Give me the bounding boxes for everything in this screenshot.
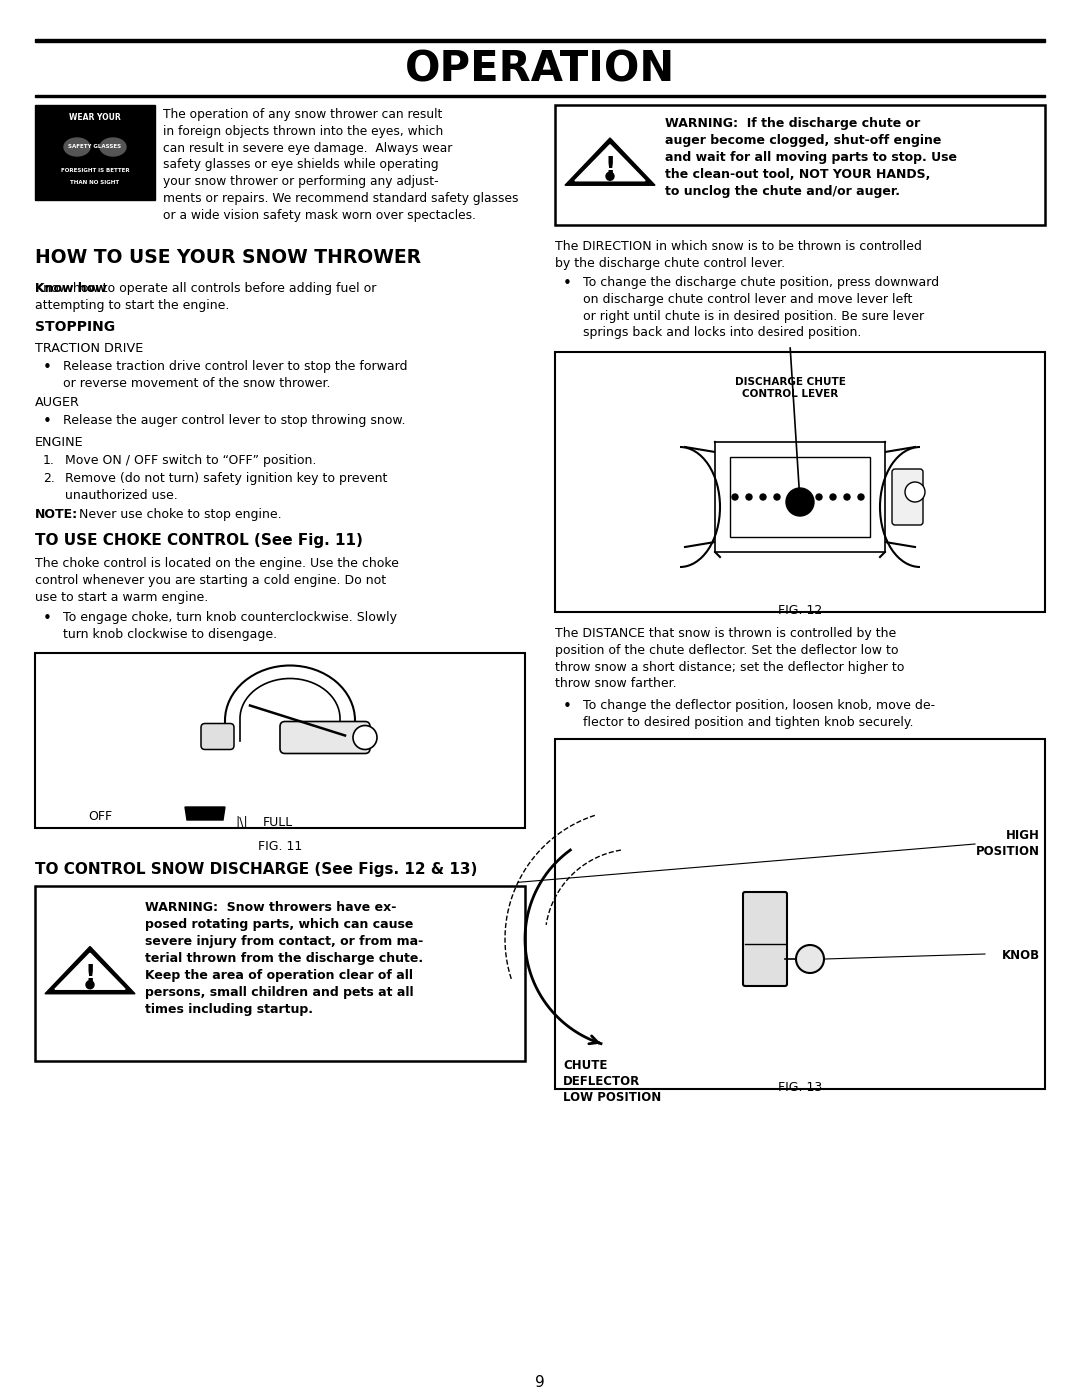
Text: Release traction drive control lever to stop the forward
or reverse movement of : Release traction drive control lever to …: [63, 360, 407, 390]
Bar: [555, 105, 1045, 225]
Circle shape: [760, 495, 766, 500]
FancyBboxPatch shape: [280, 721, 370, 753]
Text: NOTE:: NOTE:: [35, 509, 78, 521]
Text: AUGER: AUGER: [35, 395, 80, 409]
Text: FULL: FULL: [264, 816, 294, 828]
Ellipse shape: [64, 138, 90, 156]
Text: STOPPING: STOPPING: [35, 320, 116, 334]
Bar: [555, 739, 1045, 1090]
Circle shape: [353, 725, 377, 750]
Polygon shape: [45, 947, 135, 993]
Bar: [35, 95, 1045, 96]
Text: The DIRECTION in which snow is to be thrown is controlled
by the discharge chute: The DIRECTION in which snow is to be thr…: [555, 240, 922, 270]
Circle shape: [831, 495, 836, 500]
Text: DISCHARGE CHUTE
CONTROL LEVER: DISCHARGE CHUTE CONTROL LEVER: [734, 377, 846, 400]
Text: Know how to operate all controls before adding fuel or
attempting to start the e: Know how to operate all controls before …: [35, 282, 376, 312]
Text: •: •: [43, 414, 52, 429]
Bar: [35, 886, 525, 1060]
Text: Move ON / OFF switch to “OFF” position.: Move ON / OFF switch to “OFF” position.: [65, 454, 316, 467]
Text: FIG. 12: FIG. 12: [778, 604, 822, 617]
Text: TO CONTROL SNOW DISCHARGE (See Figs. 12 & 13): TO CONTROL SNOW DISCHARGE (See Figs. 12 …: [35, 862, 477, 877]
Bar: [730, 457, 870, 536]
Text: •: •: [43, 610, 52, 626]
Bar: [35, 105, 156, 200]
Text: The choke control is located on the engine. Use the choke
control whenever you a: The choke control is located on the engi…: [35, 557, 399, 604]
Text: To change the deflector position, loosen knob, move de-
flector to desired posit: To change the deflector position, loosen…: [583, 698, 935, 729]
Polygon shape: [565, 138, 654, 186]
Text: CHUTE
DEFLECTOR
LOW POSITION: CHUTE DEFLECTOR LOW POSITION: [563, 1059, 661, 1104]
Text: KNOB: KNOB: [1002, 949, 1040, 963]
Polygon shape: [55, 953, 125, 989]
Text: The operation of any snow thrower can result
in foreign objects thrown into the : The operation of any snow thrower can re…: [163, 108, 518, 222]
FancyBboxPatch shape: [201, 724, 234, 750]
Text: Release the auger control lever to stop throwing snow.: Release the auger control lever to stop …: [63, 414, 405, 427]
Ellipse shape: [100, 138, 126, 156]
Circle shape: [788, 495, 794, 500]
FancyBboxPatch shape: [743, 893, 787, 986]
Ellipse shape: [97, 136, 129, 159]
Ellipse shape: [60, 136, 93, 159]
Circle shape: [796, 944, 824, 972]
Text: THAN NO SIGHT: THAN NO SIGHT: [70, 180, 120, 186]
Text: To engage choke, turn knob counterclockwise. Slowly
turn knob clockwise to disen: To engage choke, turn knob counterclockw…: [63, 610, 397, 641]
Text: FORESIGHT IS BETTER: FORESIGHT IS BETTER: [60, 168, 130, 172]
Text: !: !: [84, 964, 96, 988]
Text: OFF: OFF: [87, 810, 112, 823]
Circle shape: [86, 981, 94, 989]
Text: WARNING:  If the discharge chute or
auger become clogged, shut-off engine
and wa: WARNING: If the discharge chute or auger…: [665, 117, 957, 198]
Text: •: •: [563, 698, 572, 714]
Text: FIG. 13: FIG. 13: [778, 1081, 822, 1094]
Circle shape: [905, 482, 924, 502]
Text: To change the discharge chute position, press downward
on discharge chute contro: To change the discharge chute position, …: [583, 277, 940, 339]
Text: 1.: 1.: [43, 454, 55, 467]
Circle shape: [816, 495, 822, 500]
Circle shape: [843, 495, 850, 500]
Text: 9: 9: [535, 1375, 545, 1390]
Bar: [715, 441, 885, 552]
Text: !: !: [605, 155, 616, 179]
Polygon shape: [575, 145, 645, 180]
Text: WEAR YOUR: WEAR YOUR: [69, 113, 121, 122]
Text: ENGINE: ENGINE: [35, 436, 83, 448]
Text: HOW TO USE YOUR SNOW THROWER: HOW TO USE YOUR SNOW THROWER: [35, 249, 421, 267]
Circle shape: [746, 495, 752, 500]
Text: •: •: [563, 277, 572, 291]
Text: FIG. 11: FIG. 11: [258, 840, 302, 854]
Text: Never use choke to stop engine.: Never use choke to stop engine.: [79, 509, 282, 521]
Text: |\|: |\|: [235, 816, 247, 828]
Circle shape: [774, 495, 780, 500]
Text: TRACTION DRIVE: TRACTION DRIVE: [35, 342, 144, 355]
Bar: [35, 39, 1045, 42]
Circle shape: [802, 495, 808, 500]
Text: Know how: Know how: [35, 282, 107, 295]
FancyBboxPatch shape: [892, 469, 923, 525]
Text: 2.: 2.: [43, 472, 55, 485]
Circle shape: [858, 495, 864, 500]
Text: OPERATION: OPERATION: [405, 49, 675, 91]
Polygon shape: [185, 807, 225, 820]
Text: Remove (do not turn) safety ignition key to prevent
unauthorized use.: Remove (do not turn) safety ignition key…: [65, 472, 388, 502]
Circle shape: [606, 172, 615, 180]
Text: SAFETY GLASSES: SAFETY GLASSES: [68, 144, 122, 149]
Bar: [555, 352, 1045, 612]
Text: WARNING:  Snow throwers have ex-
posed rotating parts, which can cause
severe in: WARNING: Snow throwers have ex- posed ro…: [145, 901, 423, 1016]
Circle shape: [786, 488, 814, 515]
Text: HIGH
POSITION: HIGH POSITION: [976, 828, 1040, 858]
Text: •: •: [43, 360, 52, 374]
Text: TO USE CHOKE CONTROL (See Fig. 11): TO USE CHOKE CONTROL (See Fig. 11): [35, 534, 363, 548]
Text: The DISTANCE that snow is thrown is controlled by the
position of the chute defl: The DISTANCE that snow is thrown is cont…: [555, 627, 904, 690]
Bar: [35, 652, 525, 828]
Circle shape: [732, 495, 738, 500]
